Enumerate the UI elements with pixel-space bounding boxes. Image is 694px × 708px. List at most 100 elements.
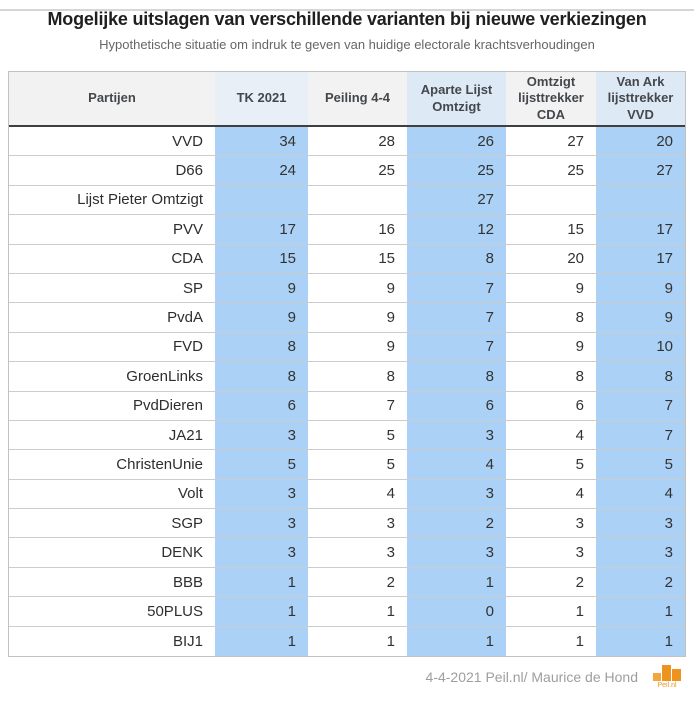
party-name: Volt — [177, 485, 203, 503]
table-row: PvdA 9 9 7 8 9 — [9, 303, 685, 333]
bar-chart-icon — [653, 665, 681, 681]
seat-value — [215, 185, 308, 215]
seat-value: 27 — [407, 185, 506, 215]
seat-value: 7 — [596, 420, 685, 450]
party-name: CDA — [171, 250, 203, 268]
seat-value: 5 — [386, 455, 395, 473]
seat-value: 4 — [407, 450, 506, 479]
seat-value: 9 — [386, 309, 395, 327]
seat-value: 9 — [215, 273, 308, 303]
seat-value: 3 — [386, 514, 395, 532]
seat-value: 3 — [215, 538, 308, 567]
seat-value: 28 — [378, 132, 395, 150]
seat-value: 3 — [407, 538, 506, 567]
table-row: Volt 3 4 3 4 4 — [9, 479, 685, 510]
seat-value: 2 — [407, 509, 506, 538]
seat-value: 1 — [215, 626, 308, 657]
seat-value: 1 — [386, 602, 395, 620]
table-row: SP 9 9 7 9 9 — [9, 273, 685, 304]
seat-value: 9 — [215, 303, 308, 332]
table-row: CDA 15 15 8 20 17 — [9, 244, 685, 274]
party-name: PVV — [172, 220, 203, 238]
seat-value: 6 — [575, 397, 584, 415]
page-subtitle: Hypothetische situatie om indruk te geve… — [99, 36, 595, 52]
seat-value: 3 — [215, 420, 308, 450]
seat-value: 6 — [407, 391, 506, 420]
seat-value: 5 — [596, 450, 685, 479]
seat-value: 8 — [596, 362, 685, 391]
column-header-omtzigt-cda: Omtzigt lijsttrekker CDA — [506, 72, 596, 125]
seat-value: 2 — [575, 573, 584, 591]
bar-chart-icon-bar — [672, 669, 681, 681]
seat-value: 1 — [407, 626, 506, 657]
seat-value: 5 — [215, 450, 308, 479]
seat-value: 27 — [596, 156, 685, 185]
seat-value: 7 — [407, 303, 506, 332]
page-title: Mogelijke uitslagen van verschillende va… — [47, 9, 647, 29]
seat-value: 5 — [386, 426, 395, 444]
seat-value: 3 — [215, 479, 308, 509]
seat-value: 0 — [407, 597, 506, 626]
table-row: D66 24 25 25 25 27 — [9, 156, 685, 186]
seat-value: 1 — [215, 597, 308, 626]
seat-value: 8 — [215, 332, 308, 362]
party-name: VVD — [172, 132, 203, 150]
peil-logo: Peil.nl — [649, 665, 685, 689]
footer: 4-4-2021 Peil.nl/ Maurice de Hond Peil.n… — [426, 665, 685, 689]
table-row: 50PLUS 1 1 0 1 1 — [9, 597, 685, 627]
table-row: ChristenUnie 5 5 4 5 5 — [9, 450, 685, 480]
bar-chart-icon-bar — [662, 665, 671, 681]
table-header-row: Partijen TK 2021 Peiling 4-4 Aparte Lijs… — [9, 72, 685, 127]
seat-value: 16 — [378, 220, 395, 238]
logo-text: Peil.nl — [657, 682, 677, 689]
party-name: DENK — [161, 544, 203, 562]
table-row: VVD 34 28 26 27 20 — [9, 127, 685, 157]
seat-value: 10 — [596, 332, 685, 362]
seat-value: 8 — [215, 362, 308, 391]
seat-value: 25 — [407, 156, 506, 185]
seat-value: 3 — [407, 420, 506, 450]
table-row: BBB 1 2 1 2 2 — [9, 567, 685, 598]
seat-value: 7 — [407, 273, 506, 303]
seat-value: 4 — [575, 426, 584, 444]
party-name: GroenLinks — [126, 367, 203, 385]
seat-value: 7 — [386, 397, 395, 415]
results-table: Partijen TK 2021 Peiling 4-4 Aparte Lijs… — [8, 71, 686, 658]
seat-value: 1 — [407, 567, 506, 597]
table-row: FVD 8 9 7 9 10 — [9, 332, 685, 363]
seat-value: 17 — [596, 215, 685, 244]
seat-value: 8 — [575, 367, 584, 385]
table-row: BIJ1 1 1 1 1 1 — [9, 626, 685, 657]
seat-value: 9 — [596, 273, 685, 303]
table-row: JA21 3 5 3 4 7 — [9, 420, 685, 451]
seat-value: 4 — [575, 485, 584, 503]
column-header-van-ark-vvd: Van Ark lijsttrekker VVD — [596, 72, 685, 125]
seat-value: 8 — [575, 309, 584, 327]
column-header-peiling-4-4: Peiling 4-4 — [308, 72, 407, 125]
seat-value: 12 — [407, 215, 506, 244]
seat-value: 9 — [386, 279, 395, 297]
seat-value: 1 — [386, 632, 395, 650]
seat-value: 5 — [575, 455, 584, 473]
seat-value: 2 — [386, 573, 395, 591]
seat-value: 15 — [567, 220, 584, 238]
party-name: JA21 — [168, 426, 203, 444]
seat-value — [506, 186, 596, 214]
seat-value: 8 — [386, 367, 395, 385]
party-name: BIJ1 — [172, 632, 203, 650]
seat-value: 25 — [378, 162, 395, 180]
seat-value: 8 — [407, 362, 506, 391]
seat-value: 1 — [596, 597, 685, 626]
table-row: SGP 3 3 2 3 3 — [9, 509, 685, 539]
seat-value: 15 — [378, 250, 395, 268]
seat-value: 3 — [215, 509, 308, 538]
seat-value: 3 — [407, 479, 506, 509]
seat-value: 17 — [596, 244, 685, 273]
seat-value: 1 — [575, 632, 584, 650]
seat-value: 2 — [596, 567, 685, 597]
seat-value: 3 — [596, 509, 685, 538]
seat-value: 3 — [386, 544, 395, 562]
seat-value: 20 — [567, 250, 584, 268]
party-name: BBB — [172, 573, 203, 591]
table-row: PvdDieren 6 7 6 6 7 — [9, 391, 685, 421]
